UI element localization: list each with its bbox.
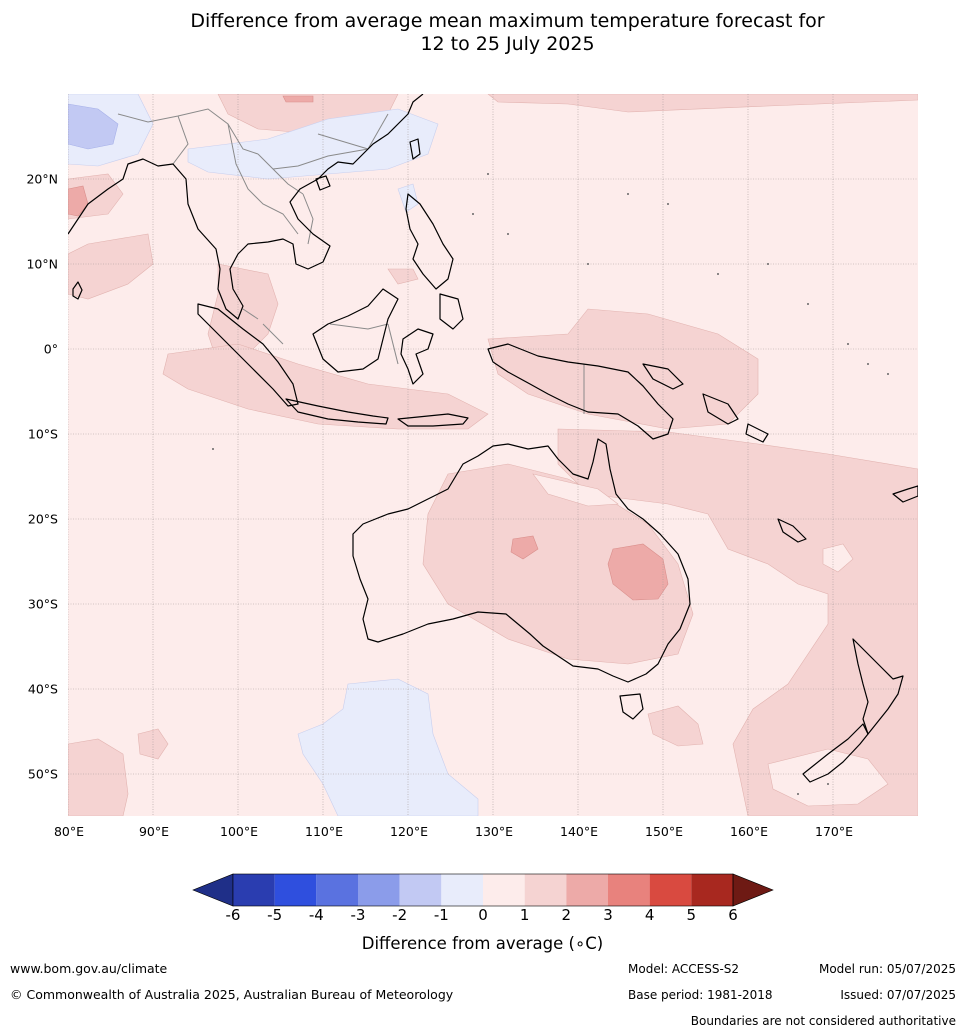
lon-label-150e: 150°E <box>644 824 684 839</box>
lon-label-170e: 170°E <box>814 824 854 839</box>
colorbar-outline <box>232 873 734 907</box>
anomaly-minus1-to-0-regions <box>68 94 479 816</box>
colorbar-tick-label: -3 <box>350 906 366 924</box>
colorbar-segment <box>399 874 442 906</box>
forecast-map <box>68 94 918 816</box>
lat-label-equator: 0° <box>43 341 58 357</box>
lon-label-120e: 120°E <box>389 824 429 839</box>
lon-label-130e: 130°E <box>474 824 514 839</box>
colorbar-tick-label: -4 <box>308 906 324 924</box>
colorbar-segment <box>233 874 275 906</box>
lon-label-100e: 100°E <box>219 824 259 839</box>
title-line-2: 12 to 25 July 2025 <box>420 33 595 55</box>
copyright-text: © Commonwealth of Australia 2025, Austra… <box>10 987 454 1002</box>
colorbar-segments <box>192 873 774 907</box>
lon-label-80e: 80°E <box>53 824 85 839</box>
colorbar-tick-label: 2 <box>561 906 572 924</box>
model-text: Model: ACCESS-S2 <box>628 962 740 976</box>
boundaries-disclaimer: Boundaries are not considered authoritat… <box>690 1014 956 1028</box>
colorbar-tick-label: -2 <box>392 906 408 924</box>
colorbar-tick-label: 4 <box>644 906 655 924</box>
issued-text: Issued: 07/07/2025 <box>840 988 956 1002</box>
colorbar-segment <box>274 874 317 906</box>
colorbar-tick-label: 0 <box>478 906 488 924</box>
anomaly-0-to-1-pockets <box>532 473 889 807</box>
graticule <box>68 94 918 816</box>
lon-label-140e: 140°E <box>559 824 599 839</box>
colorbar-segment <box>524 874 567 906</box>
colorbar-segment <box>358 874 400 906</box>
map-canvas <box>68 94 918 816</box>
colorbar-tick-label: 3 <box>603 906 613 924</box>
colorbar-segment <box>649 874 692 906</box>
lat-label-30s: 30°S <box>27 596 58 612</box>
base-period-text: Base period: 1981-2018 <box>628 988 773 1002</box>
website-link[interactable]: www.bom.gov.au/climate <box>10 961 168 976</box>
colorbar-tick-label: -6 <box>225 906 241 924</box>
map-title: Difference from average mean maximum tem… <box>0 10 965 56</box>
anomaly-2-to-3-regions <box>68 95 669 601</box>
lat-label-10s: 10°S <box>27 426 58 442</box>
coastlines <box>68 94 918 783</box>
colorbar-segment <box>316 874 358 906</box>
colorbar-segment <box>441 874 483 906</box>
colorbar-tick-label: -1 <box>433 906 449 924</box>
lat-label-10n: 10°N <box>26 256 58 272</box>
lat-label-40s: 40°S <box>27 681 58 697</box>
colorbar-arrow-low <box>192 873 234 907</box>
anomaly-minus2-to-minus1-regions <box>68 103 119 150</box>
colorbar-segment <box>608 874 650 906</box>
lon-label-90e: 90°E <box>138 824 170 839</box>
lat-label-20n: 20°N <box>26 171 58 187</box>
colorbar-tick-label: 6 <box>728 906 738 924</box>
island-dots <box>212 173 889 795</box>
colorbar-tick-label: -5 <box>267 906 283 924</box>
colorbar-segment <box>691 874 733 906</box>
lat-label-20s: 20°S <box>27 511 58 527</box>
colorbar-segment <box>566 874 608 906</box>
colorbar-segment <box>483 874 525 906</box>
colorbar-tick-label: 5 <box>686 906 697 924</box>
colorbar-arrow-high <box>732 873 774 907</box>
colorbar-label: Difference from average (∘C) <box>361 934 604 953</box>
colorbar-tick-label: 1 <box>519 906 530 924</box>
lon-label-110e: 110°E <box>304 824 344 839</box>
model-run-text: Model run: 05/07/2025 <box>818 962 956 976</box>
lat-label-50s: 50°S <box>27 766 58 782</box>
country-borders <box>117 108 585 414</box>
title-line-1: Difference from average mean maximum tem… <box>190 10 825 32</box>
lon-label-160e: 160°E <box>729 824 769 839</box>
